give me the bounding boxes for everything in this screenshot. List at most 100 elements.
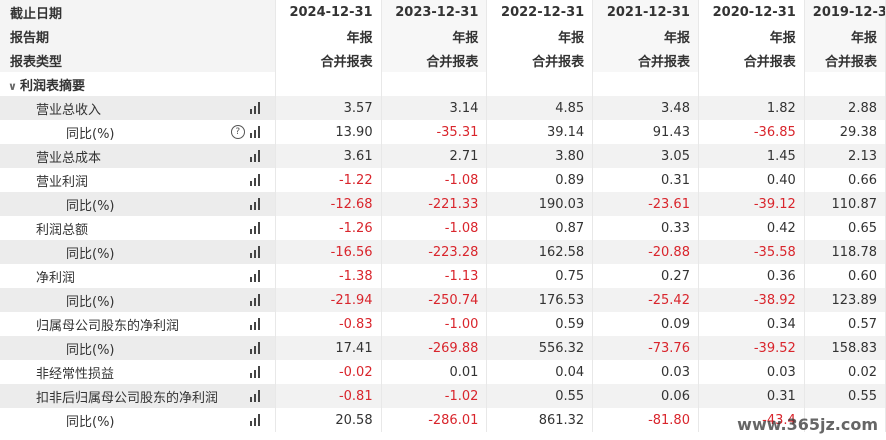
table-row: 同比(%) -21.94 -250.74 176.53 -25.42 -38.92 123.… [0,288,886,312]
value-cell: 0.33 [592,216,699,240]
value-cell: 1.45 [698,144,805,168]
table-row: 归属母公司股东的净利润 -0.83 -1.00 0.59 0.09 0.34 0.57 [0,312,886,336]
section-empty-cell [804,72,886,96]
value-cell: 123.89 [804,288,886,312]
table-row: 扣非后归属母公司股东的净利润 -0.81 -1.02 0.55 0.06 0.31 0.55 [0,384,886,408]
header-cell: 合并报表 [698,48,805,72]
row-label-cell: 同比(%) [0,192,276,216]
value-cell: -35.58 [698,240,805,264]
value-cell: 158.83 [804,336,886,360]
bar-chart-icon[interactable] [249,126,263,138]
value-cell: -39.12 [698,192,805,216]
row-label-cell: 营业总收入 [0,96,276,120]
bar-chart-icon[interactable] [249,102,263,114]
bar-chart-icon[interactable] [249,222,263,234]
bar-chart-icon[interactable] [249,150,263,162]
section-empty-cell [381,72,488,96]
value-cell: 0.27 [592,264,699,288]
header-cell: 年报 [275,24,382,48]
value-cell: 0.55 [486,384,594,408]
table-row: 同比(%) -16.56 -223.28 162.58 -20.88 -35.58 118.… [0,240,886,264]
row-label-cell: 营业总成本 [0,144,276,168]
value-cell: 3.57 [275,96,382,120]
header-cell: 年报 [486,24,594,48]
value-cell: 0.55 [804,384,886,408]
header-period-row: 报告期 年报 年报 年报 年报 年报 年报 [0,24,886,48]
section-empty-cell [486,72,594,96]
value-cell: -36.85 [698,120,805,144]
value-cell: -43.4 [698,408,805,432]
row-label-cell: 同比(%) [0,336,276,360]
table-row: 营业总收入 3.57 3.14 4.85 3.48 1.82 2.88 [0,96,886,120]
value-cell: 0.04 [486,360,594,384]
value-cell: 0.09 [592,312,699,336]
bar-chart-icon[interactable] [249,390,263,402]
value-cell: -1.26 [275,216,382,240]
value-cell: 2.88 [804,96,886,120]
row-label: 营业利润 [36,174,89,190]
header-cell: 年报 [698,24,805,48]
value-cell: 3.80 [486,144,594,168]
help-circle-icon[interactable]: ? [230,125,245,139]
header-cell: 年报 [804,24,886,48]
value-cell: -0.02 [275,360,382,384]
value-cell: -81.80 [592,408,699,432]
header-label: 报表类型 [0,48,276,72]
row-label: 非经常性损益 [36,366,115,382]
header-cell: 2023-12-31 [381,0,488,24]
row-label: 营业总成本 [36,150,102,166]
value-cell: -0.83 [275,312,382,336]
bar-chart-icon[interactable] [249,414,263,426]
value-cell: 162.58 [486,240,594,264]
bar-chart-icon[interactable] [249,198,263,210]
value-cell: 0.42 [698,216,805,240]
bar-chart-icon[interactable] [249,366,263,378]
value-cell: 3.14 [381,96,488,120]
row-label: 营业总收入 [36,102,102,118]
value-cell: 0.06 [592,384,699,408]
value-cell: 0.31 [698,384,805,408]
bar-chart-icon[interactable] [249,246,263,258]
section-header[interactable]: ∨ 利润表摘要 [0,72,276,96]
table-row: 非经常性损益 -0.02 0.01 0.04 0.03 0.03 0.02 [0,360,886,384]
value-cell: 0.59 [486,312,594,336]
value-cell: 556.32 [486,336,594,360]
table-row: 同比(%) 17.41 -269.88 556.32 -73.76 -39.52 158.8… [0,336,886,360]
bar-chart-icon[interactable] [249,294,263,306]
value-cell: -39.52 [698,336,805,360]
value-cell: 0.87 [486,216,594,240]
value-cell: 110.87 [804,192,886,216]
bar-chart-icon[interactable] [249,342,263,354]
value-cell: -0.81 [275,384,382,408]
value-cell: -1.00 [381,312,488,336]
header-cell: 2019-12-31 [804,0,886,24]
value-cell: 91.43 [592,120,699,144]
value-cell: -25.42 [592,288,699,312]
header-cell: 合并报表 [381,48,488,72]
section-row[interactable]: ∨ 利润表摘要 [0,72,886,96]
bar-chart-icon[interactable] [249,174,263,186]
header-cell: 2020-12-31 [698,0,805,24]
header-label: 报告期 [0,24,276,48]
table-row: 同比(%) -12.68 -221.33 190.03 -23.61 -39.12 110.… [0,192,886,216]
bar-chart-icon[interactable] [249,318,263,330]
header-cell: 合并报表 [275,48,382,72]
value-cell: 0.75 [486,264,594,288]
value-cell: -1.38 [275,264,382,288]
value-cell: 0.57 [804,312,886,336]
row-label-cell: 归属母公司股东的净利润 [0,312,276,336]
bar-chart-icon[interactable] [249,270,263,282]
value-cell: 0.89 [486,168,594,192]
value-cell: 39.14 [486,120,594,144]
value-cell: -1.02 [381,384,488,408]
value-cell: 13.90 [275,120,382,144]
section-empty-cell [698,72,805,96]
table-row: 净利润 -1.38 -1.13 0.75 0.27 0.36 0.60 [0,264,886,288]
value-cell: 3.61 [275,144,382,168]
header-cell: 年报 [381,24,488,48]
value-cell: -286.01 [381,408,488,432]
value-cell: -23.61 [592,192,699,216]
header-cell: 年报 [592,24,699,48]
chevron-down-icon[interactable]: ∨ [8,79,17,93]
